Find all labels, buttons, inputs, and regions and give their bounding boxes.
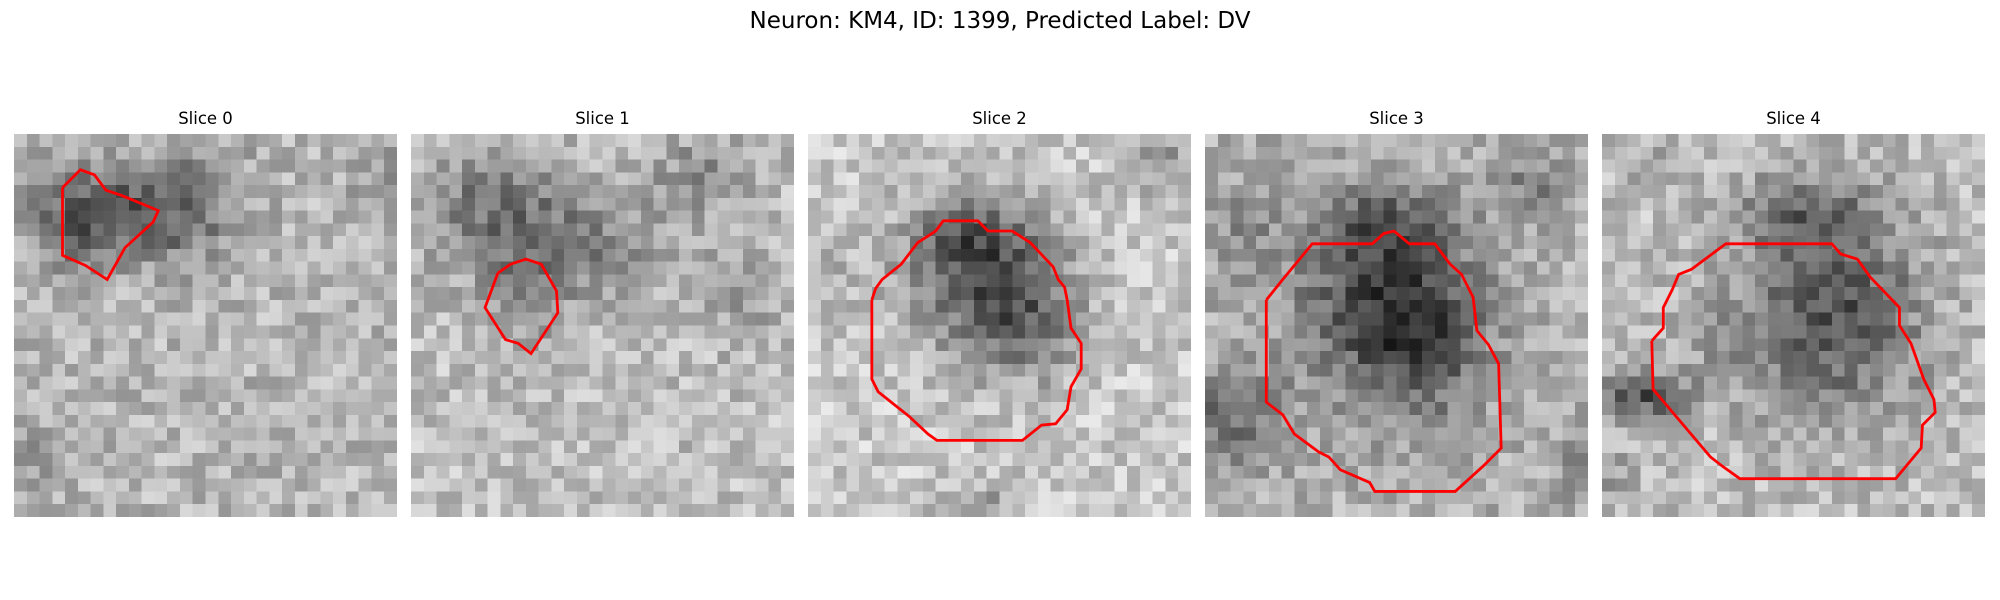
pixel-grid [1602, 134, 1985, 517]
slice-image [808, 134, 1191, 517]
pixel-grid [14, 134, 397, 517]
roi-contour [870, 219, 1083, 442]
slice-panel-1: Slice 1 [411, 108, 794, 522]
slice-title: Slice 0 [178, 109, 233, 128]
pixel-grid [1205, 134, 1588, 517]
pixel-grid [808, 134, 1191, 517]
figure-title: Neuron: KM4, ID: 1399, Predicted Label: … [749, 8, 1251, 34]
roi-contour [1650, 242, 1937, 481]
slice-panel-0: Slice 0 [14, 108, 397, 522]
roi-contour [61, 168, 161, 282]
slice-image [411, 134, 794, 517]
slice-image [1602, 134, 1985, 517]
slice-title: Slice 1 [575, 109, 630, 128]
slice-image [14, 134, 397, 517]
roi-contour [1264, 229, 1503, 493]
slice-title: Slice 2 [972, 109, 1027, 128]
slice-panel-3: Slice 3 [1205, 108, 1588, 522]
slice-panel-2: Slice 2 [808, 108, 1191, 522]
pixel-grid [411, 134, 794, 517]
roi-contour [483, 257, 560, 356]
slice-title: Slice 3 [1369, 109, 1424, 128]
slice-panel-4: Slice 4 [1602, 108, 1985, 522]
slice-image [1205, 134, 1588, 517]
slice-title: Slice 4 [1766, 109, 1821, 128]
